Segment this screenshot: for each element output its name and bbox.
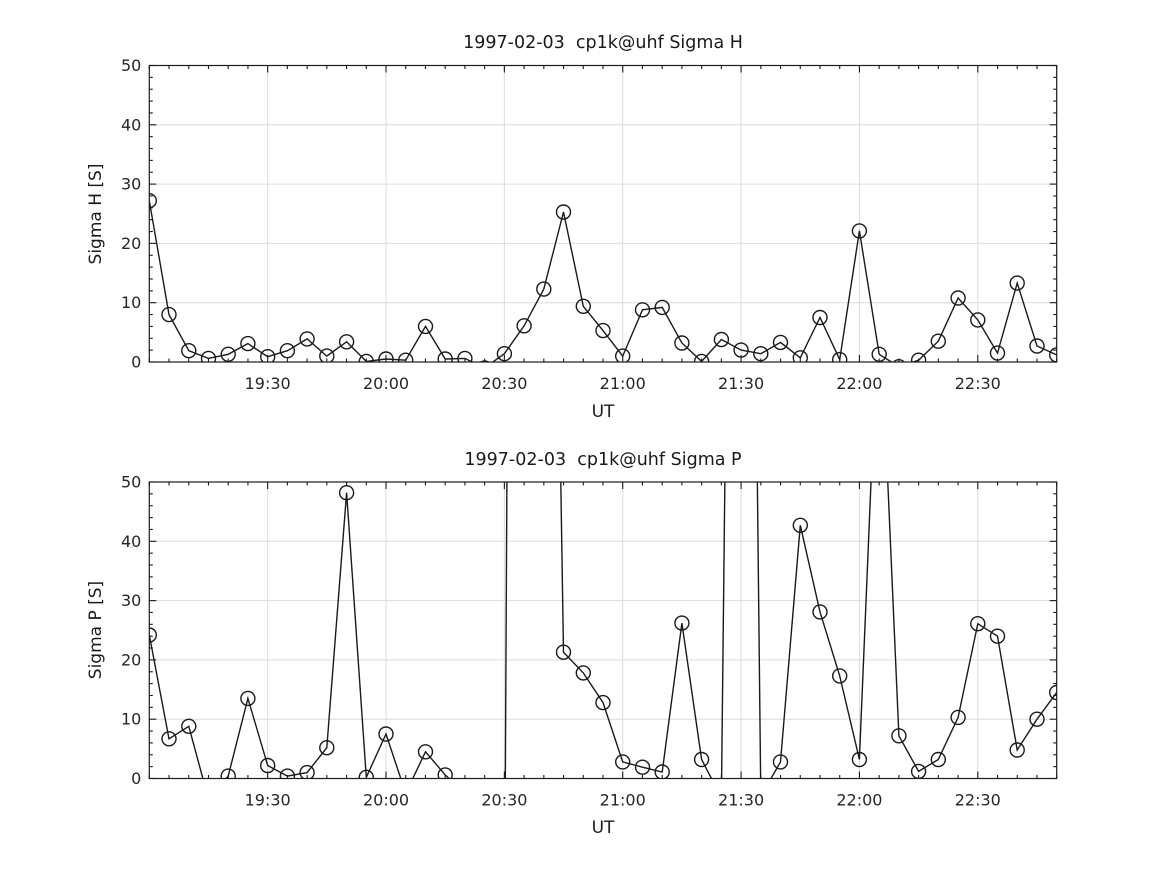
series-sigma-p bbox=[149, 482, 1057, 779]
svg-text:20:30: 20:30 bbox=[481, 374, 527, 393]
axes-box bbox=[148, 64, 1058, 363]
svg-text:20:00: 20:00 bbox=[363, 791, 409, 810]
series-markers bbox=[149, 193, 1057, 362]
x-tick-labels: 19:30 20:00 20:30 21:00 21:30 22:00 22:30 bbox=[245, 374, 1001, 393]
svg-text:10: 10 bbox=[121, 710, 141, 729]
gridlines bbox=[149, 65, 1057, 362]
series-line bbox=[149, 482, 1057, 779]
svg-text:22:30: 22:30 bbox=[955, 374, 1001, 393]
svg-text:0: 0 bbox=[131, 353, 141, 372]
ticks bbox=[148, 64, 1058, 363]
svg-text:19:30: 19:30 bbox=[245, 374, 291, 393]
svg-text:21:30: 21:30 bbox=[718, 374, 764, 393]
svg-text:21:30: 21:30 bbox=[718, 791, 764, 810]
svg-text:22:00: 22:00 bbox=[836, 791, 882, 810]
svg-text:22:30: 22:30 bbox=[955, 791, 1001, 810]
sigma-p-axes: 19:30 20:00 20:30 21:00 21:30 22:00 22:30 0 10 20… bbox=[121, 473, 1058, 810]
y-tick-labels: 0 10 20 30 40 50 bbox=[121, 473, 141, 789]
x-tick-labels: 19:30 20:00 20:30 21:00 21:30 22:00 22:30 bbox=[245, 791, 1001, 810]
svg-text:20:30: 20:30 bbox=[481, 791, 527, 810]
sigma-h-axes: 19:30 20:00 20:30 21:00 21:30 22:00 22:30 0 10 20… bbox=[121, 56, 1058, 393]
gridlines bbox=[149, 482, 1057, 779]
ticks bbox=[148, 481, 1058, 780]
svg-text:20: 20 bbox=[121, 234, 141, 253]
svg-text:40: 40 bbox=[121, 115, 141, 134]
svg-text:50: 50 bbox=[121, 473, 141, 492]
svg-text:10: 10 bbox=[121, 293, 141, 312]
y-tick-labels: 0 10 20 30 40 50 bbox=[121, 56, 141, 372]
sigma-h-title: 1997-02-03 cp1k@uhf Sigma H bbox=[463, 33, 743, 53]
axes-box bbox=[148, 481, 1058, 780]
svg-text:20: 20 bbox=[121, 650, 141, 669]
svg-text:30: 30 bbox=[121, 591, 141, 610]
svg-text:0: 0 bbox=[131, 769, 141, 788]
svg-text:19:30: 19:30 bbox=[245, 791, 291, 810]
svg-text:22:00: 22:00 bbox=[836, 374, 882, 393]
svg-text:30: 30 bbox=[121, 175, 141, 194]
svg-text:20:00: 20:00 bbox=[363, 374, 409, 393]
sigma-p-xlabel: UT bbox=[591, 818, 615, 838]
series-sigma-h bbox=[149, 193, 1057, 362]
series-markers bbox=[149, 485, 1057, 779]
svg-text:50: 50 bbox=[121, 56, 141, 75]
svg-text:21:00: 21:00 bbox=[600, 791, 646, 810]
svg-text:40: 40 bbox=[121, 532, 141, 551]
sigma-p-title: 1997-02-03 cp1k@uhf Sigma P bbox=[464, 450, 742, 470]
series-line bbox=[149, 200, 1057, 362]
sigma-h-xlabel: UT bbox=[591, 402, 615, 422]
svg-text:21:00: 21:00 bbox=[600, 374, 646, 393]
